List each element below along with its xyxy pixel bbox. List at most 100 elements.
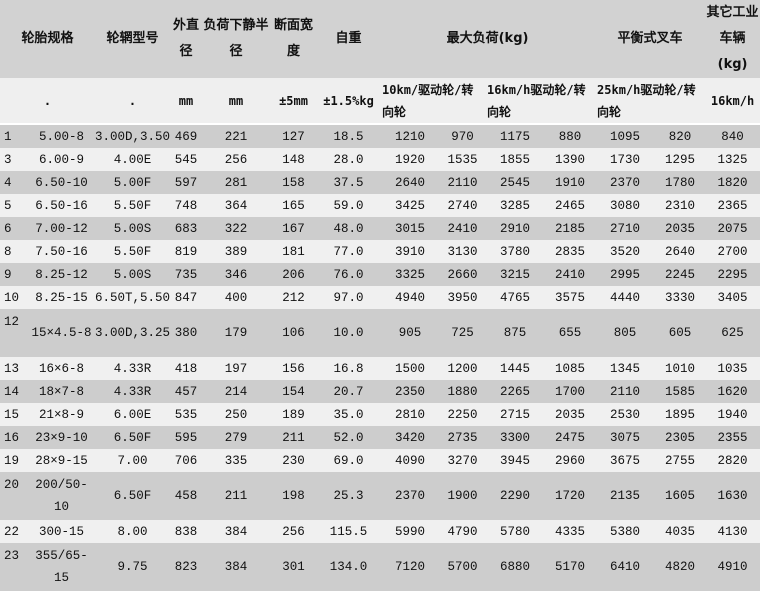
cell-load-16-other: 2365 bbox=[705, 194, 760, 217]
cell-load-25-drive: 1730 bbox=[595, 148, 656, 171]
cell-load-10-drive: 1920 bbox=[380, 148, 441, 171]
cell-load-25-steer: 820 bbox=[655, 124, 706, 148]
cell-load-25-drive: 3520 bbox=[595, 240, 656, 263]
cell-rim-model: 6.50F bbox=[95, 426, 171, 449]
cell-no: 4 bbox=[0, 171, 28, 194]
cell-weight: 77.0 bbox=[317, 240, 381, 263]
cell-load-10-drive: 1500 bbox=[380, 357, 441, 380]
cell-load-10-drive: 3325 bbox=[380, 263, 441, 286]
cell-tire-spec: 355/65-15 bbox=[28, 543, 96, 591]
table-row: 13 16×6-8 4.33R 418 197 156 16.8 1500 1200 1445 10… bbox=[0, 357, 760, 380]
cell-load-10-steer: 2660 bbox=[440, 263, 486, 286]
cell-load-25-drive: 3080 bbox=[595, 194, 656, 217]
unit-rim-model: . bbox=[95, 78, 171, 125]
header-section-width: 断面宽度 bbox=[270, 0, 318, 78]
cell-load-16-drive: 2715 bbox=[485, 403, 546, 426]
cell-section-width: 148 bbox=[270, 148, 318, 171]
cell-load-25-steer: 1010 bbox=[655, 357, 706, 380]
cell-load-10-steer: 725 bbox=[440, 309, 486, 357]
cell-tire-spec: 16×6-8 bbox=[28, 357, 96, 380]
cell-tire-spec: 28×9-15 bbox=[28, 449, 96, 472]
table-row: 5 6.50-16 5.50F 748 364 165 59.0 3425 2740 3285 24… bbox=[0, 194, 760, 217]
cell-load-10-drive: 3015 bbox=[380, 217, 441, 240]
header-tire-spec: 轮胎规格 bbox=[0, 0, 96, 78]
cell-tire-spec: 21×8-9 bbox=[28, 403, 96, 426]
cell-weight: 97.0 bbox=[317, 286, 381, 309]
cell-load-10-steer: 3270 bbox=[440, 449, 486, 472]
cell-load-16-other: 1620 bbox=[705, 380, 760, 403]
cell-rim-model: 5.00S bbox=[95, 217, 171, 240]
cell-outer-diameter: 838 bbox=[170, 520, 203, 543]
cell-weight: 48.0 bbox=[317, 217, 381, 240]
cell-load-16-drive: 2545 bbox=[485, 171, 546, 194]
cell-load-10-steer: 3130 bbox=[440, 240, 486, 263]
cell-load-16-drive: 1175 bbox=[485, 124, 546, 148]
cell-load-16-other: 2355 bbox=[705, 426, 760, 449]
cell-outer-diameter: 819 bbox=[170, 240, 203, 263]
cell-load-25-steer: 2245 bbox=[655, 263, 706, 286]
cell-load-10-drive: 7120 bbox=[380, 543, 441, 591]
cell-section-width: 127 bbox=[270, 124, 318, 148]
unit-speed-10: 10km/驱动轮/转向轮 bbox=[380, 78, 486, 125]
cell-load-16-drive: 1855 bbox=[485, 148, 546, 171]
cell-section-width: 206 bbox=[270, 263, 318, 286]
cell-load-10-drive: 3425 bbox=[380, 194, 441, 217]
unit-outer-diameter: mm bbox=[170, 78, 203, 125]
cell-load-16-other: 4130 bbox=[705, 520, 760, 543]
cell-rim-model: 6.50T,5.50S bbox=[95, 286, 171, 309]
cell-load-10-steer: 970 bbox=[440, 124, 486, 148]
cell-rim-model: 6.50F bbox=[95, 472, 171, 520]
table-row: 6 7.00-12 5.00S 683 322 167 48.0 3015 2410 2910 21… bbox=[0, 217, 760, 240]
cell-weight: 25.3 bbox=[317, 472, 381, 520]
cell-load-25-drive: 3675 bbox=[595, 449, 656, 472]
cell-load-25-steer: 1895 bbox=[655, 403, 706, 426]
cell-load-16-other: 2820 bbox=[705, 449, 760, 472]
table-row: 23 355/65-15 9.75 823 384 301 134.0 7120 5700 688… bbox=[0, 543, 760, 591]
cell-tire-spec: 300-15 bbox=[28, 520, 96, 543]
cell-load-16-other: 840 bbox=[705, 124, 760, 148]
cell-load-25-drive: 1345 bbox=[595, 357, 656, 380]
cell-load-16-drive: 3945 bbox=[485, 449, 546, 472]
cell-load-16-other: 4910 bbox=[705, 543, 760, 591]
cell-load-25-drive: 2530 bbox=[595, 403, 656, 426]
table-row: 8 7.50-16 5.50F 819 389 181 77.0 3910 3130 3780 28… bbox=[0, 240, 760, 263]
cell-load-16-drive: 2290 bbox=[485, 472, 546, 520]
cell-load-25-drive: 6410 bbox=[595, 543, 656, 591]
cell-section-width: 211 bbox=[270, 426, 318, 449]
cell-load-16-other: 3405 bbox=[705, 286, 760, 309]
cell-load-16-other: 625 bbox=[705, 309, 760, 357]
cell-load-10-drive: 2350 bbox=[380, 380, 441, 403]
cell-outer-diameter: 748 bbox=[170, 194, 203, 217]
cell-load-16-drive: 5780 bbox=[485, 520, 546, 543]
table-row: 20 200/50-10 6.50F 458 211 198 25.3 2370 1900 229… bbox=[0, 472, 760, 520]
cell-no: 15 bbox=[0, 403, 28, 426]
cell-section-width: 167 bbox=[270, 217, 318, 240]
cell-load-25-steer: 3330 bbox=[655, 286, 706, 309]
cell-weight: 16.8 bbox=[317, 357, 381, 380]
cell-load-25-steer: 2035 bbox=[655, 217, 706, 240]
cell-static-radius: 250 bbox=[202, 403, 271, 426]
cell-load-16-drive: 4765 bbox=[485, 286, 546, 309]
unit-static-radius: mm bbox=[202, 78, 271, 125]
header-static-radius: 负荷下静半径 bbox=[202, 0, 271, 78]
cell-tire-spec: 6.00-9 bbox=[28, 148, 96, 171]
cell-static-radius: 256 bbox=[202, 148, 271, 171]
cell-outer-diameter: 823 bbox=[170, 543, 203, 591]
cell-load-10-steer: 2740 bbox=[440, 194, 486, 217]
cell-load-25-steer: 2755 bbox=[655, 449, 706, 472]
cell-load-16-other: 1035 bbox=[705, 357, 760, 380]
table-body: 1 5.00-8 3.00D,3.50D 469 221 127 18.5 1210 970 11… bbox=[0, 124, 760, 591]
cell-rim-model: 3.00D,3.25I bbox=[95, 309, 171, 357]
header-outer-diameter: 外直径 bbox=[170, 0, 203, 78]
cell-section-width: 165 bbox=[270, 194, 318, 217]
cell-tire-spec: 7.50-16 bbox=[28, 240, 96, 263]
cell-section-width: 212 bbox=[270, 286, 318, 309]
cell-rim-model: 5.50F bbox=[95, 194, 171, 217]
cell-load-25-steer: 2305 bbox=[655, 426, 706, 449]
cell-load-25-drive: 2135 bbox=[595, 472, 656, 520]
cell-load-10-steer: 1535 bbox=[440, 148, 486, 171]
cell-load-16-steer: 2465 bbox=[545, 194, 596, 217]
cell-static-radius: 364 bbox=[202, 194, 271, 217]
cell-section-width: 256 bbox=[270, 520, 318, 543]
